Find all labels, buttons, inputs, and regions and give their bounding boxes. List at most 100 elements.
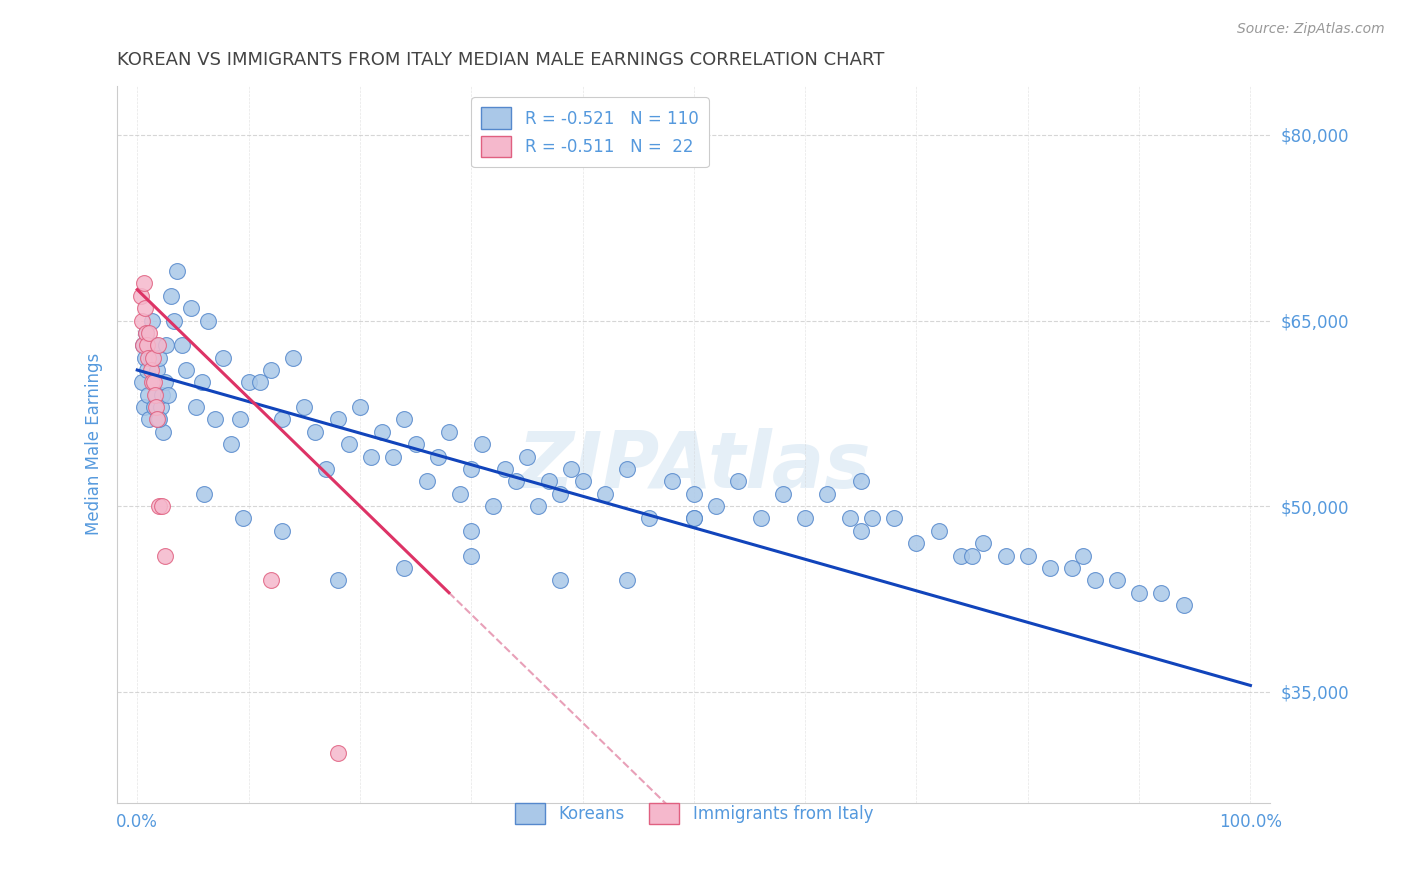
- Point: [538, 475, 561, 489]
- Point: [271, 524, 294, 538]
- Point: [682, 486, 704, 500]
- Point: [139, 363, 162, 377]
- Text: Source: ZipAtlas.com: Source: ZipAtlas.com: [1237, 22, 1385, 37]
- Point: [360, 450, 382, 464]
- Point: [163, 313, 186, 327]
- Point: [186, 400, 208, 414]
- Point: [794, 511, 817, 525]
- Point: [129, 289, 152, 303]
- Point: [749, 511, 772, 525]
- Point: [148, 351, 170, 365]
- Point: [134, 301, 156, 315]
- Point: [148, 412, 170, 426]
- Point: [460, 462, 482, 476]
- Point: [249, 376, 271, 390]
- Point: [145, 388, 167, 402]
- Point: [1084, 574, 1107, 588]
- Point: [960, 549, 983, 563]
- Point: [426, 450, 449, 464]
- Point: [527, 499, 550, 513]
- Point: [704, 499, 727, 513]
- Point: [193, 486, 215, 500]
- Point: [326, 747, 349, 761]
- Point: [1062, 561, 1084, 575]
- Point: [394, 412, 416, 426]
- Point: [142, 351, 165, 365]
- Point: [337, 437, 360, 451]
- Point: [153, 549, 176, 563]
- Point: [304, 425, 326, 439]
- Point: [638, 511, 661, 525]
- Point: [271, 412, 294, 426]
- Point: [155, 338, 177, 352]
- Point: [138, 351, 160, 365]
- Point: [560, 462, 582, 476]
- Point: [150, 499, 173, 513]
- Point: [394, 561, 416, 575]
- Point: [132, 277, 155, 291]
- Point: [682, 511, 704, 525]
- Point: [228, 412, 250, 426]
- Text: KOREAN VS IMMIGRANTS FROM ITALY MEDIAN MALE EARNINGS CORRELATION CHART: KOREAN VS IMMIGRANTS FROM ITALY MEDIAN M…: [117, 51, 884, 69]
- Point: [949, 549, 972, 563]
- Point: [170, 338, 193, 352]
- Point: [143, 338, 166, 352]
- Point: [132, 400, 155, 414]
- Point: [141, 313, 163, 327]
- Point: [593, 486, 616, 500]
- Point: [972, 536, 994, 550]
- Point: [415, 475, 437, 489]
- Point: [157, 388, 180, 402]
- Point: [326, 574, 349, 588]
- Point: [136, 338, 159, 352]
- Point: [132, 338, 155, 352]
- Point: [371, 425, 394, 439]
- Text: ZIPAtlas: ZIPAtlas: [517, 428, 870, 504]
- Point: [131, 313, 153, 327]
- Point: [1173, 598, 1195, 612]
- Point: [516, 450, 538, 464]
- Point: [142, 376, 165, 390]
- Point: [349, 400, 371, 414]
- Point: [180, 301, 202, 315]
- Point: [134, 351, 156, 365]
- Point: [150, 388, 173, 402]
- Point: [994, 549, 1017, 563]
- Point: [661, 475, 683, 489]
- Point: [505, 475, 527, 489]
- Point: [1017, 549, 1039, 563]
- Point: [219, 437, 242, 451]
- Point: [1039, 561, 1062, 575]
- Point: [232, 511, 254, 525]
- Point: [138, 412, 160, 426]
- Point: [482, 499, 505, 513]
- Point: [860, 511, 883, 525]
- Point: [616, 462, 638, 476]
- Point: [1105, 574, 1128, 588]
- Point: [191, 376, 214, 390]
- Point: [437, 425, 460, 439]
- Point: [449, 486, 471, 500]
- Point: [838, 511, 860, 525]
- Point: [149, 400, 172, 414]
- Point: [571, 475, 593, 489]
- Point: [772, 486, 794, 500]
- Point: [315, 462, 337, 476]
- Point: [142, 376, 165, 390]
- Point: [326, 412, 349, 426]
- Point: [1150, 585, 1173, 599]
- Point: [238, 376, 260, 390]
- Point: [135, 326, 157, 340]
- Point: [471, 437, 494, 451]
- Point: [682, 511, 704, 525]
- Point: [460, 549, 482, 563]
- Point: [138, 388, 160, 402]
- Point: [849, 475, 872, 489]
- Point: [260, 574, 283, 588]
- Point: [815, 486, 838, 500]
- Point: [142, 400, 165, 414]
- Point: [148, 499, 170, 513]
- Point: [616, 574, 638, 588]
- Point: [146, 412, 169, 426]
- Point: [1073, 549, 1095, 563]
